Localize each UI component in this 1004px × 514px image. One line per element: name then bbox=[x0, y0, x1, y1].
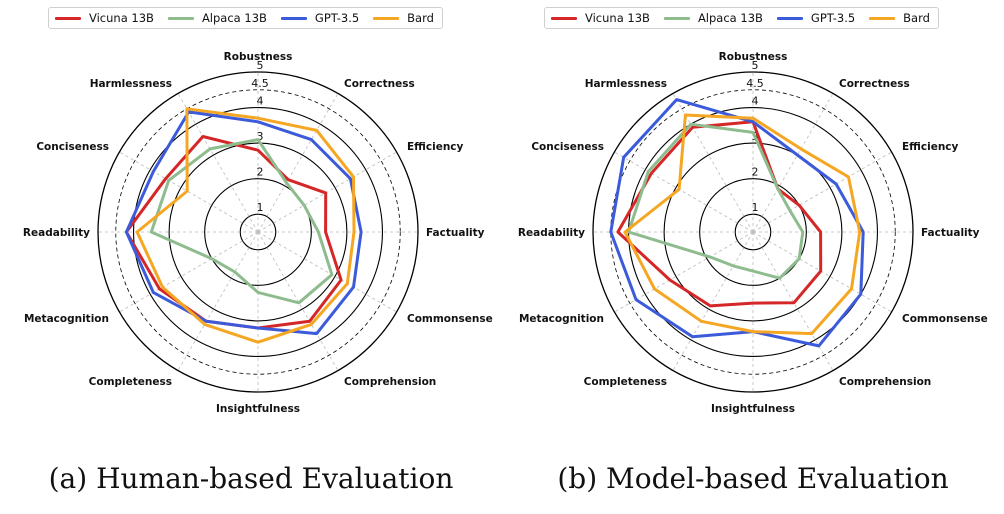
axis-label: Robustness bbox=[719, 51, 788, 63]
spoke-line bbox=[257, 231, 397, 313]
radial-tick-label: 5 bbox=[752, 59, 759, 72]
axis-label: Insightfulness bbox=[711, 403, 795, 415]
legend-label: Bard bbox=[903, 11, 930, 25]
legend-label: GPT-3.5 bbox=[810, 11, 856, 25]
axis-label: Harmlessness bbox=[90, 78, 172, 90]
grid-circle bbox=[133, 107, 383, 357]
legend-item-vicuna: Vicuna 13B bbox=[551, 11, 650, 25]
grid-circle bbox=[168, 142, 348, 322]
spoke-line bbox=[672, 231, 754, 371]
legend-label: Alpaca 13B bbox=[697, 11, 763, 25]
radial-tick-label: 2 bbox=[257, 166, 264, 179]
legend-item-bard: Bard bbox=[869, 11, 930, 25]
radial-tick-label: 5 bbox=[257, 59, 264, 72]
legend-label: Alpaca 13B bbox=[201, 11, 267, 25]
radial-tick-label: 2 bbox=[752, 166, 759, 179]
axis-label: Correctness bbox=[344, 78, 415, 90]
legend-item-alpaca: Alpaca 13B bbox=[167, 11, 267, 25]
radial-tick-label: 1 bbox=[752, 201, 759, 214]
axis-label: Efficiency bbox=[407, 141, 464, 153]
radial-tick-label: 4.5 bbox=[251, 77, 269, 90]
spoke-line bbox=[752, 151, 892, 233]
grid-circle bbox=[610, 89, 896, 375]
chart-caption: (a) Human-based Evaluation bbox=[48, 462, 454, 495]
legend-label: Vicuna 13B bbox=[585, 11, 650, 25]
legend-swatch bbox=[663, 16, 690, 20]
axis-label: Robustness bbox=[224, 51, 293, 63]
series-line-vicuna-13b bbox=[616, 120, 823, 308]
axis-label: Factuality bbox=[921, 227, 980, 239]
legend-label: Bard bbox=[407, 11, 434, 25]
axis-label: Commonsense bbox=[407, 313, 493, 325]
grid-circle bbox=[204, 178, 312, 286]
legend-swatch bbox=[280, 16, 307, 20]
axis-label: Conciseness bbox=[36, 141, 109, 153]
series-line-gpt-3-5 bbox=[124, 110, 363, 336]
grid-circle bbox=[663, 142, 843, 322]
outer-frame-circle bbox=[592, 71, 914, 393]
radial-tick-label: 4 bbox=[257, 95, 264, 108]
axis-label: Metacognition bbox=[519, 313, 604, 325]
spoke-line bbox=[257, 151, 397, 233]
axis-label: Harmlessness bbox=[585, 78, 667, 90]
axis-label: Completeness bbox=[584, 376, 667, 388]
series-line-alpaca-13b bbox=[627, 122, 805, 280]
legend: Vicuna 13B Alpaca 13B GPT-3.5 Bard bbox=[544, 7, 939, 29]
grid-circle bbox=[699, 178, 807, 286]
legend-swatch bbox=[776, 16, 803, 20]
grid-circle bbox=[115, 89, 401, 375]
legend-swatch bbox=[167, 16, 194, 20]
chart-caption: (b) Model-based Evaluation bbox=[557, 462, 949, 495]
axis-label: Efficiency bbox=[902, 141, 959, 153]
axis-label: Metacognition bbox=[24, 313, 109, 325]
spoke-line bbox=[177, 231, 259, 371]
spoke-line bbox=[752, 231, 892, 313]
radial-tick-label: 3 bbox=[257, 130, 264, 143]
axis-label: Comprehension bbox=[839, 376, 931, 388]
legend-item-vicuna: Vicuna 13B bbox=[55, 11, 154, 25]
series-line-bard bbox=[135, 107, 356, 344]
spoke-line bbox=[177, 93, 259, 233]
legend-label: Vicuna 13B bbox=[89, 11, 154, 25]
radial-tick-label: 4 bbox=[752, 95, 759, 108]
legend-item-bard: Bard bbox=[373, 11, 434, 25]
axis-label: Readability bbox=[23, 227, 90, 239]
spoke-line bbox=[614, 231, 754, 313]
axis-label: Insightfulness bbox=[216, 403, 300, 415]
axis-label: Comprehension bbox=[344, 376, 436, 388]
legend-item-gpt35: GPT-3.5 bbox=[776, 11, 856, 25]
series-line-alpaca-13b bbox=[149, 138, 334, 305]
radial-tick-label: 4.5 bbox=[746, 77, 764, 90]
legend-item-gpt35: GPT-3.5 bbox=[280, 11, 360, 25]
spoke-line bbox=[752, 93, 834, 233]
spoke-line bbox=[752, 231, 834, 371]
legend: Vicuna 13B Alpaca 13B GPT-3.5 Bard bbox=[48, 7, 443, 29]
legend-swatch bbox=[551, 16, 577, 20]
axis-label: Completeness bbox=[89, 376, 172, 388]
legend-swatch bbox=[373, 16, 400, 20]
grid-circle bbox=[734, 213, 772, 251]
legend-swatch bbox=[869, 16, 896, 20]
series-line-bard bbox=[623, 113, 862, 336]
legend-swatch bbox=[55, 16, 81, 20]
spoke-line bbox=[119, 231, 259, 313]
grid-circle bbox=[239, 213, 277, 251]
axis-label: Correctness bbox=[839, 78, 910, 90]
spoke-line bbox=[119, 151, 259, 233]
axis-label: Conciseness bbox=[531, 141, 604, 153]
radial-tick-label: 1 bbox=[257, 201, 264, 214]
spoke-line bbox=[614, 151, 754, 233]
radar-panel-human: Vicuna 13B Alpaca 13B GPT-3.5 Bard 1 2 3 4 4… bbox=[23, 7, 493, 495]
axis-label: Factuality bbox=[426, 227, 485, 239]
radar-chart: 12344.55RobustnessCorrectnessEfficiencyF… bbox=[518, 51, 988, 415]
legend-item-alpaca: Alpaca 13B bbox=[663, 11, 763, 25]
outer-frame-circle bbox=[97, 71, 419, 393]
spoke-line bbox=[257, 93, 339, 233]
legend-label: GPT-3.5 bbox=[314, 11, 360, 25]
axis-label: Readability bbox=[518, 227, 585, 239]
axis-label: Commonsense bbox=[902, 313, 988, 325]
